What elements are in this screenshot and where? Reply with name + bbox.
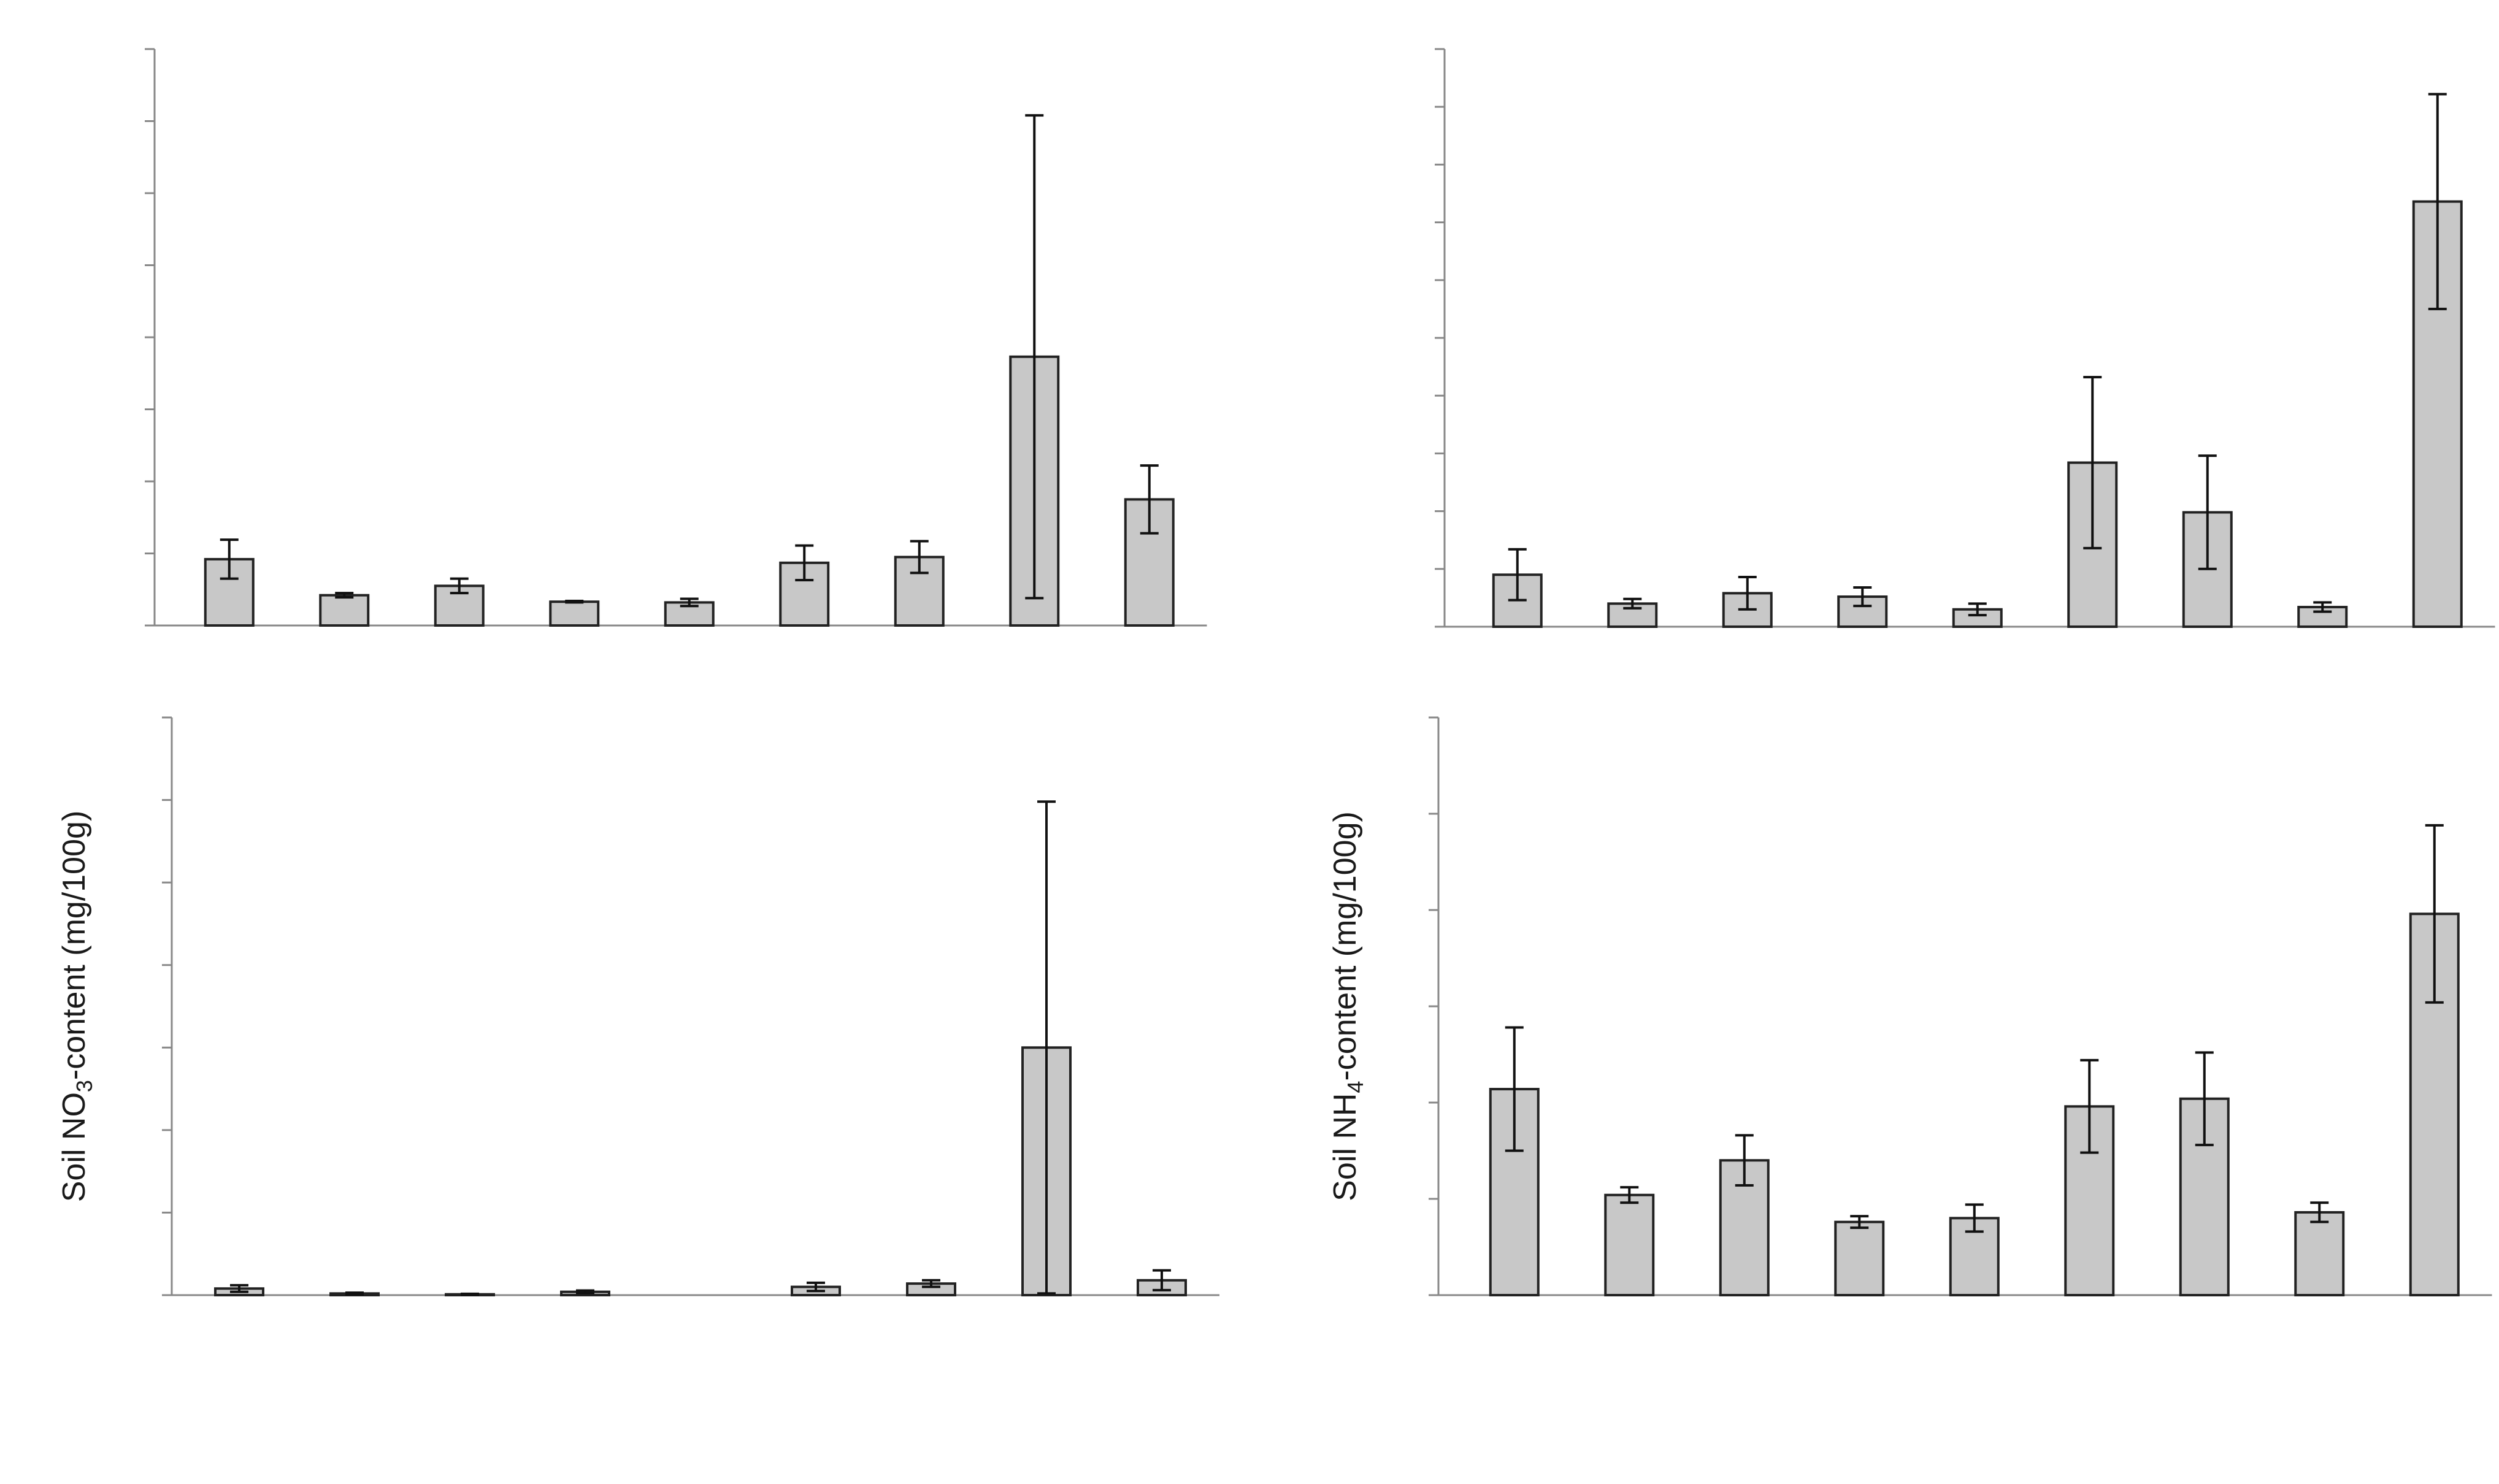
y-axis-title: Soil NO3-content (mg/100g) — [56, 811, 97, 1203]
bar-om — [1834, 1220, 1885, 1297]
y-axis-title-subscript: 3 — [72, 1080, 97, 1092]
bar-ma — [2294, 1211, 2345, 1296]
panel-d: Soil NH4-content (mg/100g) — [1327, 716, 2492, 1297]
y-axis-title-part: Soil NH — [1327, 1093, 1363, 1201]
y-axis-title-part: -content (mg/100g) — [56, 811, 92, 1080]
bar-fa — [319, 594, 370, 627]
panel-b — [1435, 48, 2495, 629]
bar-om — [549, 600, 600, 627]
y-axis-title-part: Soil NO — [56, 1092, 92, 1202]
panel-c: Soil NO3-content (mg/100g) — [56, 716, 1219, 1297]
bar-bg — [2409, 912, 2460, 1296]
y-axis-title: Soil NH4-content (mg/100g) — [1327, 811, 1368, 1201]
panel-a — [145, 48, 1207, 627]
bar-mj — [434, 584, 485, 627]
bar-st — [2179, 1097, 2230, 1296]
y-axis-title-part: -content (mg/100g) — [1327, 811, 1363, 1080]
bar-fa — [1604, 1193, 1655, 1296]
y-axis-title-subscript: 4 — [1343, 1081, 1368, 1093]
